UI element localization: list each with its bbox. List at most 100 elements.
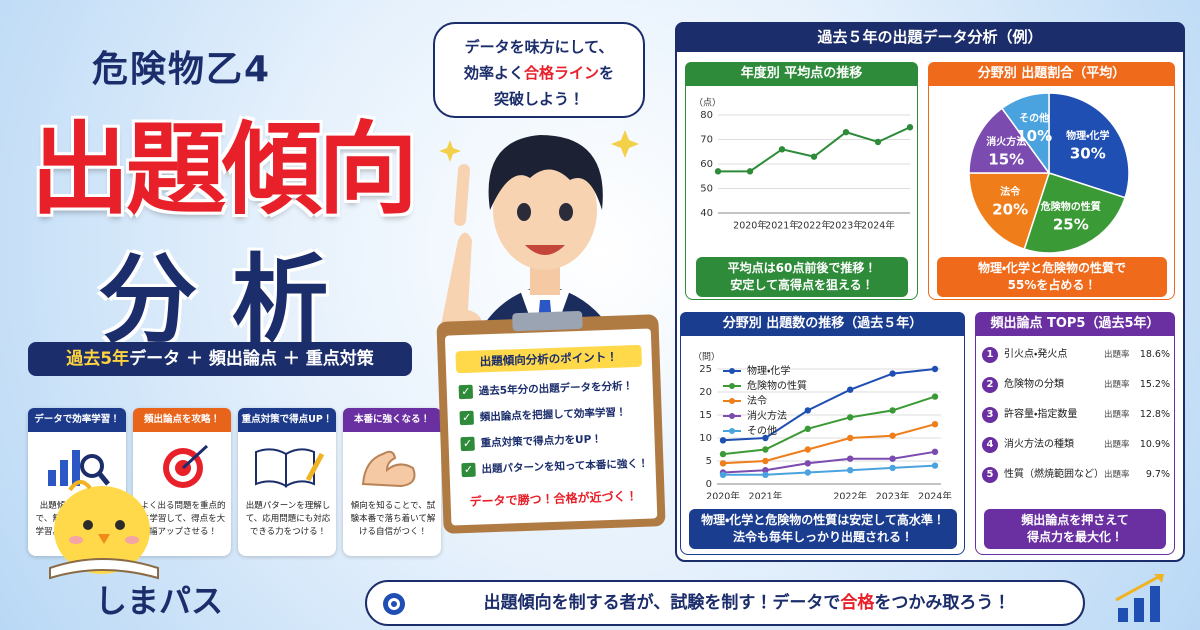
feature-icon [255, 448, 325, 488]
slice-label: 危険物の性質 [1041, 200, 1101, 213]
point [778, 146, 786, 153]
clipboard-clip [512, 310, 583, 332]
y-tick-label: 60 [700, 159, 713, 170]
footer-text: 出題傾向を制する者が、試験を制す！データで合格をつかみ取ろう！ [417, 582, 1077, 624]
decoration [68, 480, 92, 492]
check-box: ✓ [460, 436, 475, 452]
decoration [60, 460, 68, 486]
rate-heading: 出題率 [1104, 470, 1130, 480]
x-tick-label: 2023年 [829, 220, 863, 232]
brand: しまパス [95, 582, 224, 620]
footer-text-part: 出題傾向を制する者が、試験を制す！データで [483, 593, 841, 613]
x-tick-label: 2021年 [765, 220, 799, 232]
decoration [439, 140, 461, 162]
clipboard: 出題傾向分析のポイント！ ✓ 過去5年分の出題データを分析！ ✓ 頻出論点を把握して効率… [436, 310, 666, 534]
decoration [98, 534, 110, 544]
chart-title: 頻出論点 TOP5（過去5年） [975, 312, 1175, 336]
point [762, 434, 769, 442]
rank-badge: 1 [982, 347, 998, 363]
x-tick-label: 2022年 [833, 491, 867, 500]
decoration [488, 135, 603, 210]
decoration [454, 164, 470, 226]
decoration [69, 536, 83, 544]
title-sub: 分析 [100, 244, 364, 356]
decoration [83, 520, 93, 530]
chart-note-line: 物理・化学と危険物の性質で [977, 261, 1127, 275]
footer-banner: 出題傾向を制する者が、試験を制す！データで合格をつかみ取ろう！ [365, 580, 1085, 626]
chart-card: 頻出論点 TOP5（過去5年） 1 引火点・発火点 出題率 18.6% 2 危険物の分類 出題… [975, 312, 1175, 555]
chart-note-line: 法令も毎年しっかり出題される！ [732, 530, 913, 544]
point [810, 153, 818, 160]
slice-value: 10% [1016, 127, 1052, 145]
point [804, 407, 811, 414]
chart: （問） 0 5 10 15 20 25 2020年 2021年 2022年 2023年 2024年 物理… [693, 352, 952, 500]
y-tick-label: 25 [699, 364, 712, 375]
decoration [181, 444, 209, 470]
point [889, 464, 896, 472]
mascot [49, 480, 159, 580]
point [889, 370, 896, 377]
rank-badge: 3 [982, 407, 998, 423]
legend-label: 消火方法 [747, 409, 787, 422]
point [762, 467, 769, 474]
x-tick-label: 2022年 [797, 220, 831, 232]
y-axis-label: （問） [693, 352, 720, 363]
point [842, 128, 850, 136]
clipboard-paper: 出題傾向分析のポイント！ ✓ 過去5年分の出題データを分析！ ✓ 頻出論点を把握して効率… [444, 328, 658, 526]
decoration [48, 470, 56, 486]
feature-card: 頻出論点を攻略！ よく出る問題を重点的に学習して、得点を大幅アップさせる！ [133, 408, 231, 556]
slice-label: その他 [1019, 111, 1049, 124]
legend-label: 危険物の性質 [747, 379, 807, 392]
slice-label: 消火方法 [986, 135, 1026, 148]
line [722, 395, 936, 456]
rate-value: 15.2% [1139, 379, 1170, 390]
point [762, 457, 769, 465]
point [847, 386, 854, 393]
decoration [440, 232, 484, 345]
line [722, 450, 936, 474]
feature-desc: よく出る問題を重点的に学習して、得点を大幅アップさせる！ [140, 501, 226, 537]
point [847, 414, 854, 421]
chart-note: 頻出論点を押さえて 得点力を最大化！ [984, 509, 1166, 549]
pie-slice [1023, 172, 1127, 254]
legend-swatch [729, 428, 735, 434]
clipboard-item: 重点対策で得点力をUP！ [480, 433, 603, 450]
line [723, 464, 936, 476]
clipboard-item: 出題パターンを知って本番に強く！ [481, 457, 649, 476]
chart-note-line: 得点力を最大化！ [1026, 530, 1123, 544]
point [719, 471, 727, 478]
pie-slice [968, 172, 1051, 251]
y-tick-label: 80 [700, 110, 713, 121]
slice-value: 15% [988, 151, 1024, 169]
topic-name: 引火点・発火点 [1004, 349, 1068, 360]
speech-line: データを味方にして、 [435, 34, 643, 60]
pie-slice [1000, 92, 1050, 176]
legend-swatch [729, 383, 735, 389]
point [762, 446, 769, 453]
chart-note: 平均点は60点前後で推移！ 安定して高得点を狙える！ [696, 257, 908, 297]
feature-desc: 傾向を知ることで、試験本番で落ち着いて解ける自信がつく！ [350, 501, 436, 537]
chart-note-line: 頻出論点を押さえて [1021, 513, 1129, 527]
rate-value: 9.7% [1145, 469, 1170, 480]
decoration [1115, 574, 1161, 602]
x-tick-label: 2023年 [876, 491, 910, 500]
slice-label: 物理・化学 [1066, 129, 1109, 142]
point [889, 455, 896, 462]
decoration [1154, 574, 1164, 583]
feature-card: 本番に強くなる！ 傾向を知ることで、試験本番で落ち着いて解ける自信がつく！ [343, 408, 441, 556]
y-axis-label: （点） [694, 98, 721, 109]
decoration [97, 471, 110, 486]
point [931, 448, 939, 455]
point [804, 469, 811, 476]
x-tick-label: 2024年 [861, 220, 895, 232]
clipboard-footer: データで勝つ！合格が近づく！ [469, 489, 638, 509]
line [722, 368, 936, 442]
rate-heading: 出題率 [1104, 410, 1130, 420]
y-tick-label: 70 [700, 135, 713, 146]
speech-line-part: データを味方にして、 [464, 38, 614, 56]
topic-name: 許容量・指定数量 [1004, 409, 1078, 420]
tagline: 過去5年データ ＋ 頻出論点 ＋ 重点対策 [28, 342, 412, 376]
panel-title: 過去５年の出題データ分析（例） [675, 22, 1185, 52]
feature-title: データで効率学習！ [28, 408, 126, 432]
decoration [305, 452, 325, 482]
